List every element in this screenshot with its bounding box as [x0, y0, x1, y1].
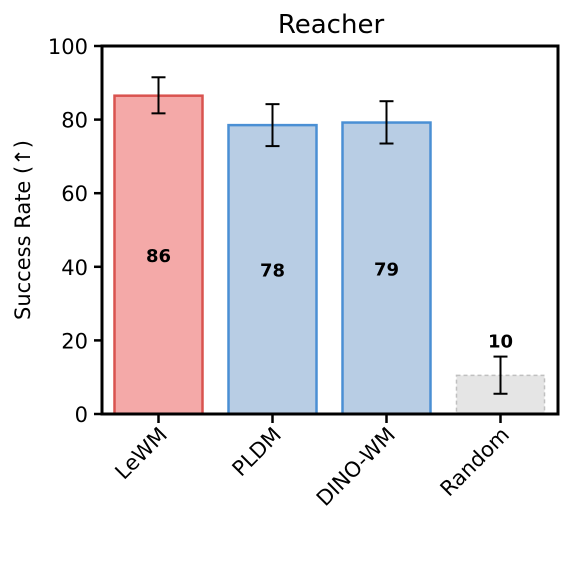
value-label-lewm: 86: [146, 246, 171, 267]
x-tick-label-random: Random: [436, 423, 514, 501]
x-tick-label-pldm: PLDM: [228, 423, 286, 481]
bar-lewm: [113, 94, 204, 416]
bar-pldm: [227, 123, 318, 416]
x-tick-label-lewm: LeWM: [110, 423, 172, 485]
error-bars-layer: [151, 76, 508, 395]
bars-layer: [113, 94, 546, 416]
chart-title: Reacher: [278, 10, 385, 40]
y-tick-label-0: 0: [75, 403, 88, 427]
x-axis: LeWM PLDM DINO-WM Random: [110, 415, 514, 511]
value-labels-layer: 86 78 79 10: [146, 246, 513, 353]
y-tick-label-60: 60: [61, 182, 88, 206]
value-label-pldm: 78: [260, 261, 285, 282]
value-label-random: 10: [488, 332, 513, 353]
plot-frame: [100, 44, 560, 416]
value-label-dino-wm: 79: [374, 259, 399, 280]
x-tick-label-dino-wm: DINO-WM: [312, 423, 400, 511]
y-axis-label: Success Rate (↑): [11, 140, 35, 320]
y-tick-label-80: 80: [61, 109, 88, 133]
y-tick-label-100: 100: [48, 35, 88, 59]
y-tick-label-40: 40: [61, 256, 88, 280]
y-axis: 0 20 40 60 80 100: [48, 35, 101, 427]
y-tick-label-20: 20: [61, 329, 88, 353]
